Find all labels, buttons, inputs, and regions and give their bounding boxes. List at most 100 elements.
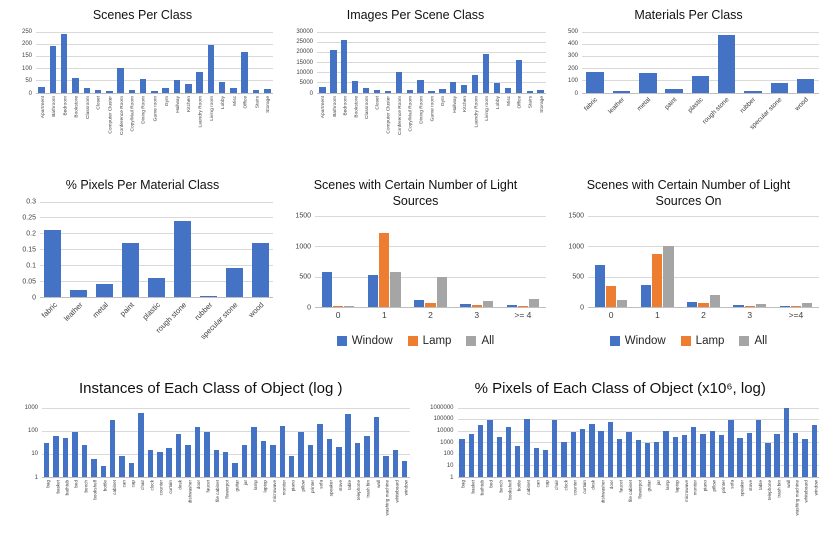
x-tick: Conference Room <box>393 94 404 164</box>
x-tick: 1 <box>634 308 680 322</box>
y-tick-label: 100 <box>21 65 32 72</box>
bar-group-bookshelf <box>89 408 98 477</box>
x-tick-label: 2 <box>428 310 433 320</box>
x-tick-label: Bookstore <box>354 95 360 118</box>
x-tick-label: rubber <box>192 299 214 322</box>
y-tick-label: 500 <box>572 273 584 281</box>
x-tick: Conference Room <box>115 94 126 164</box>
legend-label: Lamp <box>695 335 725 347</box>
y-tick-label: 0 <box>309 90 313 97</box>
bar-desk <box>175 434 182 477</box>
bar-classroom <box>83 87 91 93</box>
bar-group-dining-room <box>415 32 426 93</box>
bar-all-3 <box>482 300 493 307</box>
bar-group-bookshelf <box>504 408 513 477</box>
chart-title: Scenes Per Class <box>92 8 193 22</box>
x-tick: Storage <box>262 94 273 164</box>
gridline <box>40 217 273 219</box>
x-tick-label: Lobby <box>495 95 501 109</box>
gridline <box>588 216 819 217</box>
bar-group-whiteboard <box>800 408 809 477</box>
bar-rubber <box>744 91 762 93</box>
bar-all--4 <box>801 303 813 307</box>
legend-swatch-all <box>739 336 750 346</box>
chart-title: Materials Per Class <box>634 8 743 22</box>
x-tick: pillow <box>296 478 305 538</box>
bar-lamp--4 <box>790 306 801 307</box>
x-tick: Closet <box>92 94 103 164</box>
plot-column: 0 1 2 3 >= 4 <box>315 216 546 322</box>
x-tick: metal <box>635 94 661 156</box>
x-tick-label: window <box>403 479 409 496</box>
x-tick-label: Living room <box>209 95 215 121</box>
x-tick: 2 <box>407 308 453 322</box>
bar-laptop <box>672 436 678 477</box>
bar-group-leather <box>608 32 634 93</box>
bar-group-piano <box>287 408 296 477</box>
bar-group-piano <box>698 408 707 477</box>
x-tick: stove <box>334 478 343 538</box>
x-tick-label: Copy/Mail Room <box>408 95 414 132</box>
y-tick-label: 1000 <box>440 439 454 446</box>
x-tick: desk <box>174 478 183 538</box>
bar-plastic <box>147 277 166 297</box>
y-tick-label: 10000 <box>436 428 454 435</box>
bar-group-0 <box>588 216 634 307</box>
bar-plastic <box>691 75 710 93</box>
bar-group-whiteboard <box>391 408 400 477</box>
y-tick-label: 25000 <box>296 38 313 45</box>
y-tick-label: 20000 <box>296 49 313 56</box>
x-tick: bed <box>70 478 79 538</box>
x-tick-label: Bedroom <box>63 95 69 116</box>
x-tick: wood <box>793 94 819 156</box>
gridline <box>457 430 819 432</box>
x-tick-label: Living room <box>485 95 491 121</box>
bar-group-counter <box>569 408 578 477</box>
bar-all-1 <box>390 271 401 307</box>
bar-group-monitor <box>278 408 287 477</box>
chart-row-1: Scenes Per Class 0 50 100 150 200 250 Apartme… <box>6 4 825 170</box>
bar-lamp-0 <box>606 285 617 307</box>
bar-bookstore <box>352 81 359 93</box>
y-tick-label: 10 <box>446 463 454 470</box>
bar-group-bag <box>42 408 51 477</box>
x-tick: piano <box>287 478 296 538</box>
bar-group-monitor <box>689 408 698 477</box>
bar-copy-mail-room <box>128 90 136 93</box>
bar-group-laundry-room <box>470 32 481 93</box>
x-tick: file cabinet <box>212 478 221 538</box>
bar-sofa <box>728 420 734 477</box>
bar-group-specular-stone <box>766 32 792 93</box>
chart-row-2: % Pixels Per Material Class 0 0.05 0.1 0.15… <box>6 174 825 370</box>
x-tick-label: Conference Room <box>397 95 403 135</box>
x-axis-labels: bag basket bathtub bed bench bookshelf bottle c… <box>42 478 410 538</box>
x-tick-label: Office <box>517 95 523 109</box>
gridline <box>317 82 546 84</box>
gridline <box>42 430 410 432</box>
bar-kitchen <box>461 84 468 93</box>
x-tick: Bookstore <box>350 94 361 164</box>
chart-scenes-per-class: Scenes Per Class 0 50 100 150 200 250 Apartme… <box>6 4 279 170</box>
bar-group-sofa <box>726 408 735 477</box>
x-tick: laptop <box>671 478 680 538</box>
bar-group-can <box>117 408 126 477</box>
plot-column: bag basket bathtub bed bench bookshelf bottle c… <box>42 407 410 538</box>
x-tick-label: Closet <box>97 95 103 110</box>
bar-cabinet <box>109 419 116 477</box>
bar-gym <box>162 88 169 93</box>
bar-faucet <box>616 438 623 477</box>
x-tick: wall <box>782 478 791 538</box>
x-tick: leather <box>607 94 634 156</box>
bar-group-speaker <box>325 408 334 477</box>
x-tick-label: Stairs <box>528 95 534 108</box>
x-tick: jar <box>240 478 249 538</box>
x-tick: dishwasher <box>183 478 192 538</box>
x-tick-label: Closet <box>375 95 381 110</box>
y-tick-label: 500 <box>567 28 578 35</box>
x-tick: Misc <box>228 94 239 164</box>
x-tick: bookshelf <box>89 478 98 538</box>
bar-lobby <box>218 81 226 93</box>
x-tick: desk <box>587 478 596 538</box>
bar-group-clock <box>559 408 568 477</box>
bar-group-guitar <box>643 408 652 477</box>
